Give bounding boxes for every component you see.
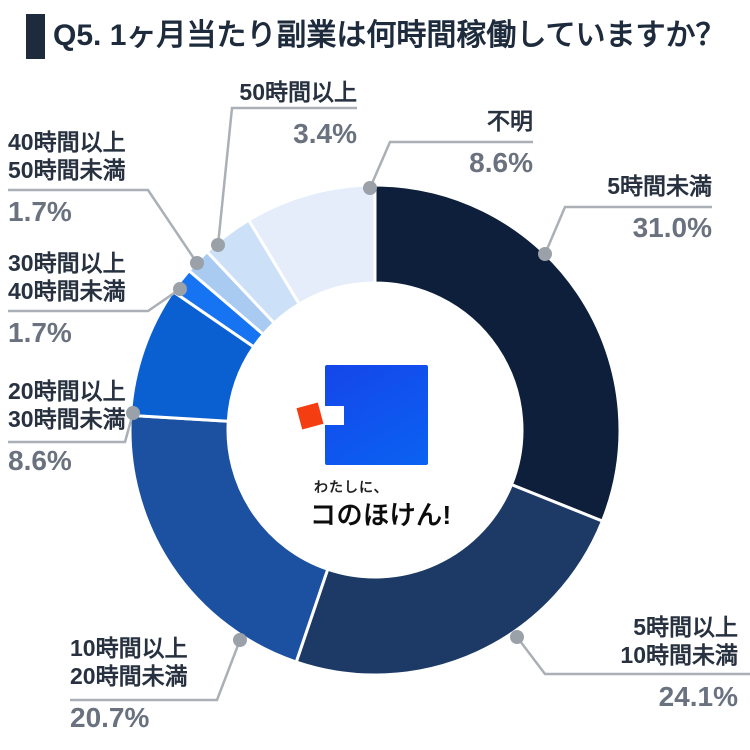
logo-tagline: わたしに、 [314,479,389,495]
percent-value: 8.6% [469,147,533,178]
leader-dot [173,282,187,296]
leader-line [543,205,712,255]
callout-unknown: 不明 8.6% [469,108,533,178]
leader-line [8,287,181,313]
leader-line [216,106,357,246]
leader-dot [126,406,140,420]
callout-40-50h: 40時間以上 50時間未満 1.7% [8,129,126,227]
leader-line [368,140,533,189]
leader-lines [8,106,750,702]
callout-under-5h: 5時間未満 31.0% [607,173,712,243]
leader-dots [126,181,552,647]
leader-dot [211,238,225,252]
donut-segment-2 [128,413,330,664]
leader-dot [363,181,377,195]
leader-line [8,412,135,444]
percent-value: 24.1% [658,681,738,712]
logo-name: コのほけん! [310,500,452,530]
leader-line [70,639,242,702]
callout-20-30h: 20時間以上 30時間未満 8.6% [8,378,126,476]
leader-dot [190,256,204,270]
callout-5-10h: 5時間以上 10時間未満 24.1% [620,614,738,712]
leader-dot [510,630,524,644]
leader-dot [538,247,552,261]
callout-30-40h: 30時間以上 40時間未満 1.7% [8,250,126,348]
title-accent-bar [26,14,45,59]
donut-segment-0 [373,183,622,523]
page-title: Q5. 1ヶ月当たり副業は何時間稼働していますか？ [53,19,726,52]
percent-value: 1.7% [8,317,72,348]
percent-value: 31.0% [632,212,712,243]
percent-value: 1.7% [8,196,72,227]
percent-value: 8.6% [8,445,72,476]
donut-segment-1 [294,483,604,677]
leader-line [516,636,750,676]
leader-line [8,188,199,264]
callout-over-50h: 50時間以上 3.4% [239,79,357,149]
leader-dot [233,633,247,647]
logo-notch [325,406,344,425]
callout-10-20h: 10時間以上 20時間未満 20.7% [70,635,188,733]
donut-segments [128,183,622,677]
percent-value: 20.7% [70,702,150,733]
percent-value: 3.4% [293,118,357,149]
